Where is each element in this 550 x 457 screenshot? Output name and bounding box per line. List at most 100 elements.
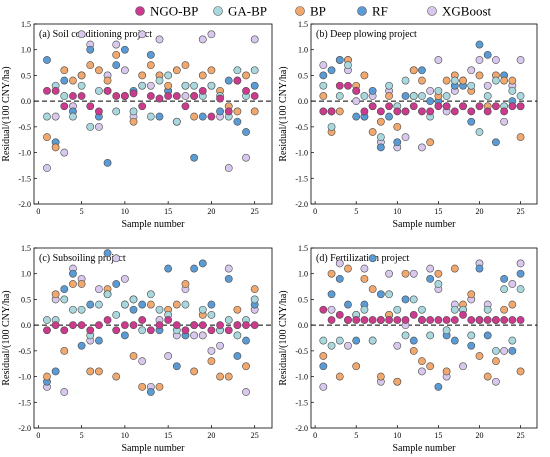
x-tick-label: 5 <box>354 207 358 216</box>
data-point <box>146 388 155 396</box>
data-point <box>360 71 369 80</box>
data-point <box>120 300 129 309</box>
data-point <box>250 321 259 330</box>
legend-label: GA-BP <box>228 4 267 19</box>
data-point <box>190 112 199 121</box>
data-point <box>51 321 60 330</box>
series-bp <box>43 280 259 391</box>
data-point <box>103 290 112 299</box>
x-tick-label: 0 <box>36 431 40 440</box>
data-point <box>344 61 352 70</box>
data-point <box>401 295 410 304</box>
data-point <box>43 133 51 142</box>
x-tick-label: 0 <box>313 431 317 440</box>
panel-title: (c) Subsoiling project <box>39 253 126 264</box>
data-point <box>352 316 361 324</box>
data-point <box>216 94 224 103</box>
data-point <box>467 66 476 75</box>
data-point <box>492 377 500 386</box>
panel-d: -2.0 -1.5 -1.0 -0.5 0.0 0.5 1.0 1.5 0 5 10 15 20 25 Sa… <box>278 244 538 454</box>
data-point <box>368 128 377 136</box>
data-point <box>475 264 484 273</box>
data-point <box>459 310 467 319</box>
data-point <box>500 305 509 314</box>
data-point <box>60 388 69 396</box>
data-point <box>450 305 459 314</box>
series-ngo-bp <box>319 305 525 324</box>
y-tick-label: -1.0 <box>18 149 31 158</box>
data-point <box>508 336 517 345</box>
data-point <box>516 92 525 100</box>
x-tick-label: 15 <box>164 207 172 216</box>
data-point <box>492 138 500 147</box>
data-point <box>146 50 155 59</box>
data-point <box>434 316 443 324</box>
data-point <box>224 316 233 324</box>
data-point <box>327 122 336 131</box>
data-point <box>500 285 509 294</box>
data-point <box>77 92 86 100</box>
data-point <box>426 316 435 324</box>
data-point <box>442 102 451 111</box>
data-point <box>86 122 95 131</box>
data-point <box>459 362 467 371</box>
data-point <box>250 285 259 294</box>
data-point <box>216 372 224 381</box>
data-point <box>516 259 525 268</box>
data-point <box>198 305 207 314</box>
data-point <box>516 269 525 278</box>
data-point <box>190 81 199 90</box>
data-point <box>393 107 402 116</box>
data-point <box>475 40 484 49</box>
data-point <box>146 326 155 335</box>
data-point <box>69 280 77 288</box>
data-point <box>442 92 451 100</box>
data-point <box>434 269 443 278</box>
data-point <box>344 341 352 350</box>
y-tick-label: 1.0 <box>298 46 308 55</box>
data-point <box>426 264 435 273</box>
data-point <box>43 316 51 324</box>
panel-c: -2.0 -1.5 -1.0 -0.5 0.0 0.5 1.0 1.5 0 5 10 15 20 25 Sa… <box>1 244 273 454</box>
legend-marker <box>357 6 367 16</box>
data-point <box>500 117 509 126</box>
legend-label: XGBoost <box>442 4 492 19</box>
data-point <box>352 86 361 95</box>
data-point <box>155 76 164 85</box>
data-point <box>508 86 517 95</box>
x-tick-label: 20 <box>475 207 483 216</box>
series-ngo-bp <box>319 81 525 116</box>
data-point <box>250 92 259 100</box>
data-point <box>103 158 112 167</box>
y-tick-label: 1.5 <box>298 244 308 253</box>
data-point <box>77 321 86 330</box>
data-point <box>319 71 328 80</box>
y-tick-label: -0.5 <box>295 123 308 132</box>
data-point <box>475 56 484 64</box>
data-point <box>233 66 242 75</box>
y-axis-title: Residual/(100 CNY/ha) <box>278 66 289 161</box>
data-point <box>103 249 112 258</box>
y-tick-label: 1.0 <box>21 46 31 55</box>
data-point <box>426 107 435 116</box>
data-point <box>319 81 328 90</box>
data-point <box>483 316 492 324</box>
data-point <box>368 336 377 345</box>
y-tick-label: -1.0 <box>295 373 308 382</box>
data-point <box>181 102 190 111</box>
data-point <box>475 128 484 136</box>
data-point <box>138 357 147 366</box>
x-axis-title: Sample number <box>392 443 456 454</box>
data-point <box>86 326 95 335</box>
series-ga-bp <box>43 66 259 131</box>
x-tick-label: 5 <box>80 431 84 440</box>
panel-b: -2.0 -1.5 -1.0 -0.5 0.0 0.5 1.0 1.5 0 5 10 15 20 25 Sa… <box>278 20 538 230</box>
data-point <box>450 107 459 116</box>
data-point <box>418 143 426 152</box>
x-tick-label: 5 <box>80 207 84 216</box>
data-point <box>335 56 344 64</box>
data-point <box>95 285 103 294</box>
data-point <box>467 316 476 324</box>
legend-marker <box>135 6 145 16</box>
data-point <box>120 321 129 330</box>
